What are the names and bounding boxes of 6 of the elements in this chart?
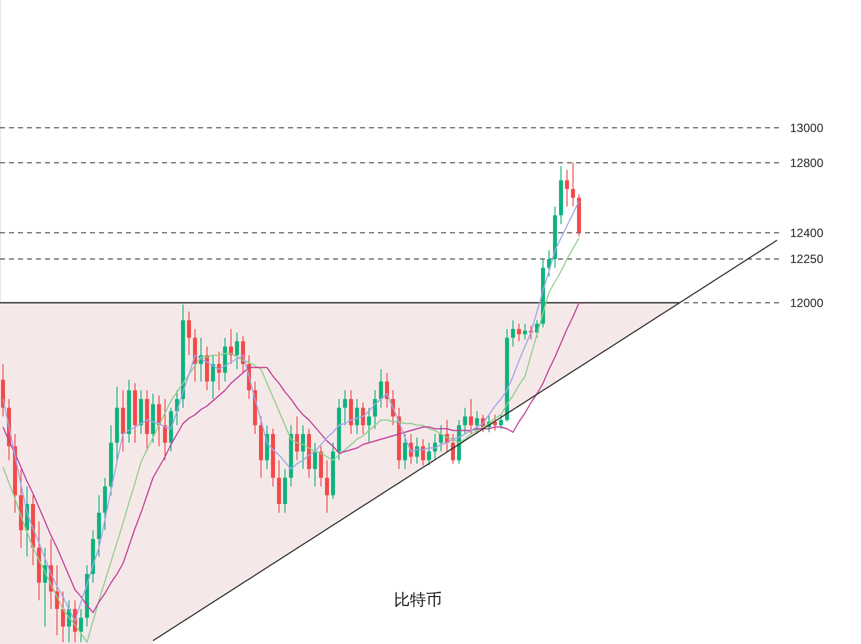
ytick: 12400 bbox=[790, 226, 824, 240]
ytick: 13000 bbox=[790, 120, 824, 135]
ytick: 12250 bbox=[790, 252, 824, 266]
ytick: 12800 bbox=[790, 156, 824, 170]
ytick: 12000 bbox=[790, 296, 824, 310]
annotation: 比特币 bbox=[394, 591, 442, 609]
